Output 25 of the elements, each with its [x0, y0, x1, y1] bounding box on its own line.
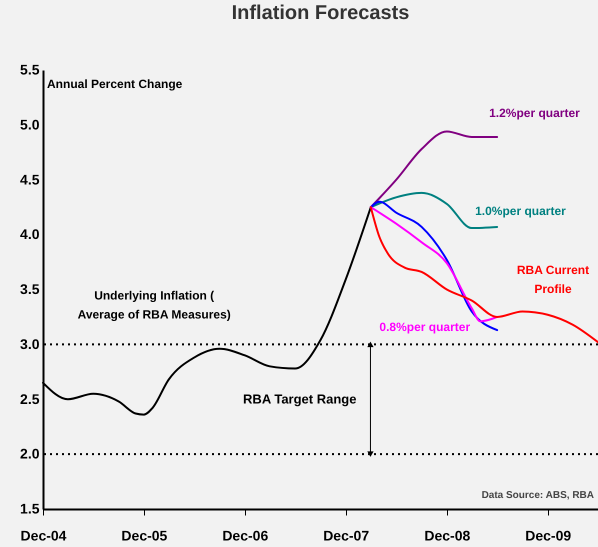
- series-label: RBA Current Profile: [516, 263, 590, 296]
- y-tick-label: 5.5: [20, 62, 40, 78]
- y-tick-label: 3.5: [20, 281, 40, 297]
- x-tick-label: Dec-05: [121, 528, 168, 544]
- y-tick-label: 2.5: [20, 390, 40, 407]
- series-label: 1.0%per quarter: [475, 204, 566, 218]
- x-tick-label: Dec-04: [20, 528, 67, 544]
- x-tick-label: Dec-06: [222, 528, 268, 544]
- y-tick-label: 4.5: [20, 171, 40, 188]
- y-tick-label: 3.0: [20, 336, 40, 352]
- y-tick-label: 5.0: [20, 116, 40, 132]
- x-tick-label: Dec-09: [525, 528, 572, 544]
- series-label: 0.8%per quarter: [379, 320, 470, 334]
- y-axis-title: Annual Percent Change: [47, 77, 183, 91]
- annotation: RBA Target Range: [243, 391, 356, 406]
- y-tick-label: 1.5: [20, 500, 40, 516]
- annotation: Data Source: ABS, RBA: [482, 490, 594, 501]
- y-tick-label: 4.0: [20, 226, 40, 242]
- line-series: [370, 206, 598, 344]
- x-tick-label: Dec-08: [424, 528, 470, 544]
- y-tick-label: 2.0: [20, 446, 40, 462]
- series-label: 1.2%per quarter: [489, 106, 580, 120]
- text: Underlying Inflation ( Average of RBA Measures): [78, 288, 231, 322]
- chart-title: Inflation Forecasts: [232, 2, 410, 24]
- x-tick-label: Dec-07: [323, 528, 370, 544]
